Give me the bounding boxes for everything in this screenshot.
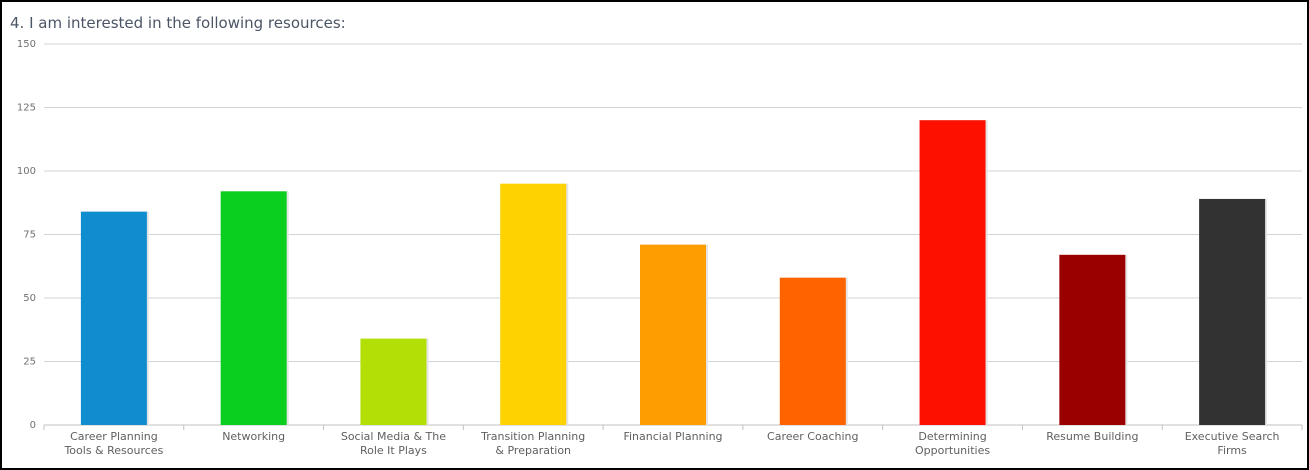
y-tick-label: 150 (17, 39, 36, 50)
bar (919, 120, 986, 425)
y-tick-label: 125 (17, 103, 36, 114)
y-axis-ticks: 0 25 50 75 100 125 150 (17, 39, 36, 431)
bar (220, 191, 287, 425)
y-tick-label: 75 (23, 230, 36, 241)
bar (779, 277, 846, 425)
x-category-label: Transition Planning & Preparation (480, 430, 585, 457)
x-category-label: Determining Opportunities (915, 430, 990, 457)
bar (80, 211, 147, 425)
bar (640, 244, 706, 425)
y-tick-label: 25 (23, 357, 36, 368)
bar (360, 338, 427, 425)
bar (500, 183, 567, 425)
x-category-label: Social Media & The Role It Plays (341, 430, 446, 457)
x-category-label: Executive Search Firms (1185, 430, 1280, 457)
bar (1199, 198, 1266, 425)
y-tick-label: 50 (23, 293, 36, 304)
x-category-label: Career Planning Tools & Resources (63, 430, 163, 457)
chart-title: 4. I am interested in the following reso… (10, 14, 346, 32)
x-category-label: Resume Building (1046, 430, 1138, 443)
bars (80, 120, 1268, 425)
x-category-label: Financial Planning (623, 430, 722, 443)
x-category-label: Networking (222, 430, 285, 443)
y-tick-label: 100 (17, 166, 36, 177)
x-axis-labels: Career Planning Tools & Resources Networki… (63, 430, 1279, 457)
y-tick-label: 0 (30, 420, 36, 431)
bar (1059, 254, 1126, 425)
x-category-label: Career Coaching (767, 430, 858, 443)
